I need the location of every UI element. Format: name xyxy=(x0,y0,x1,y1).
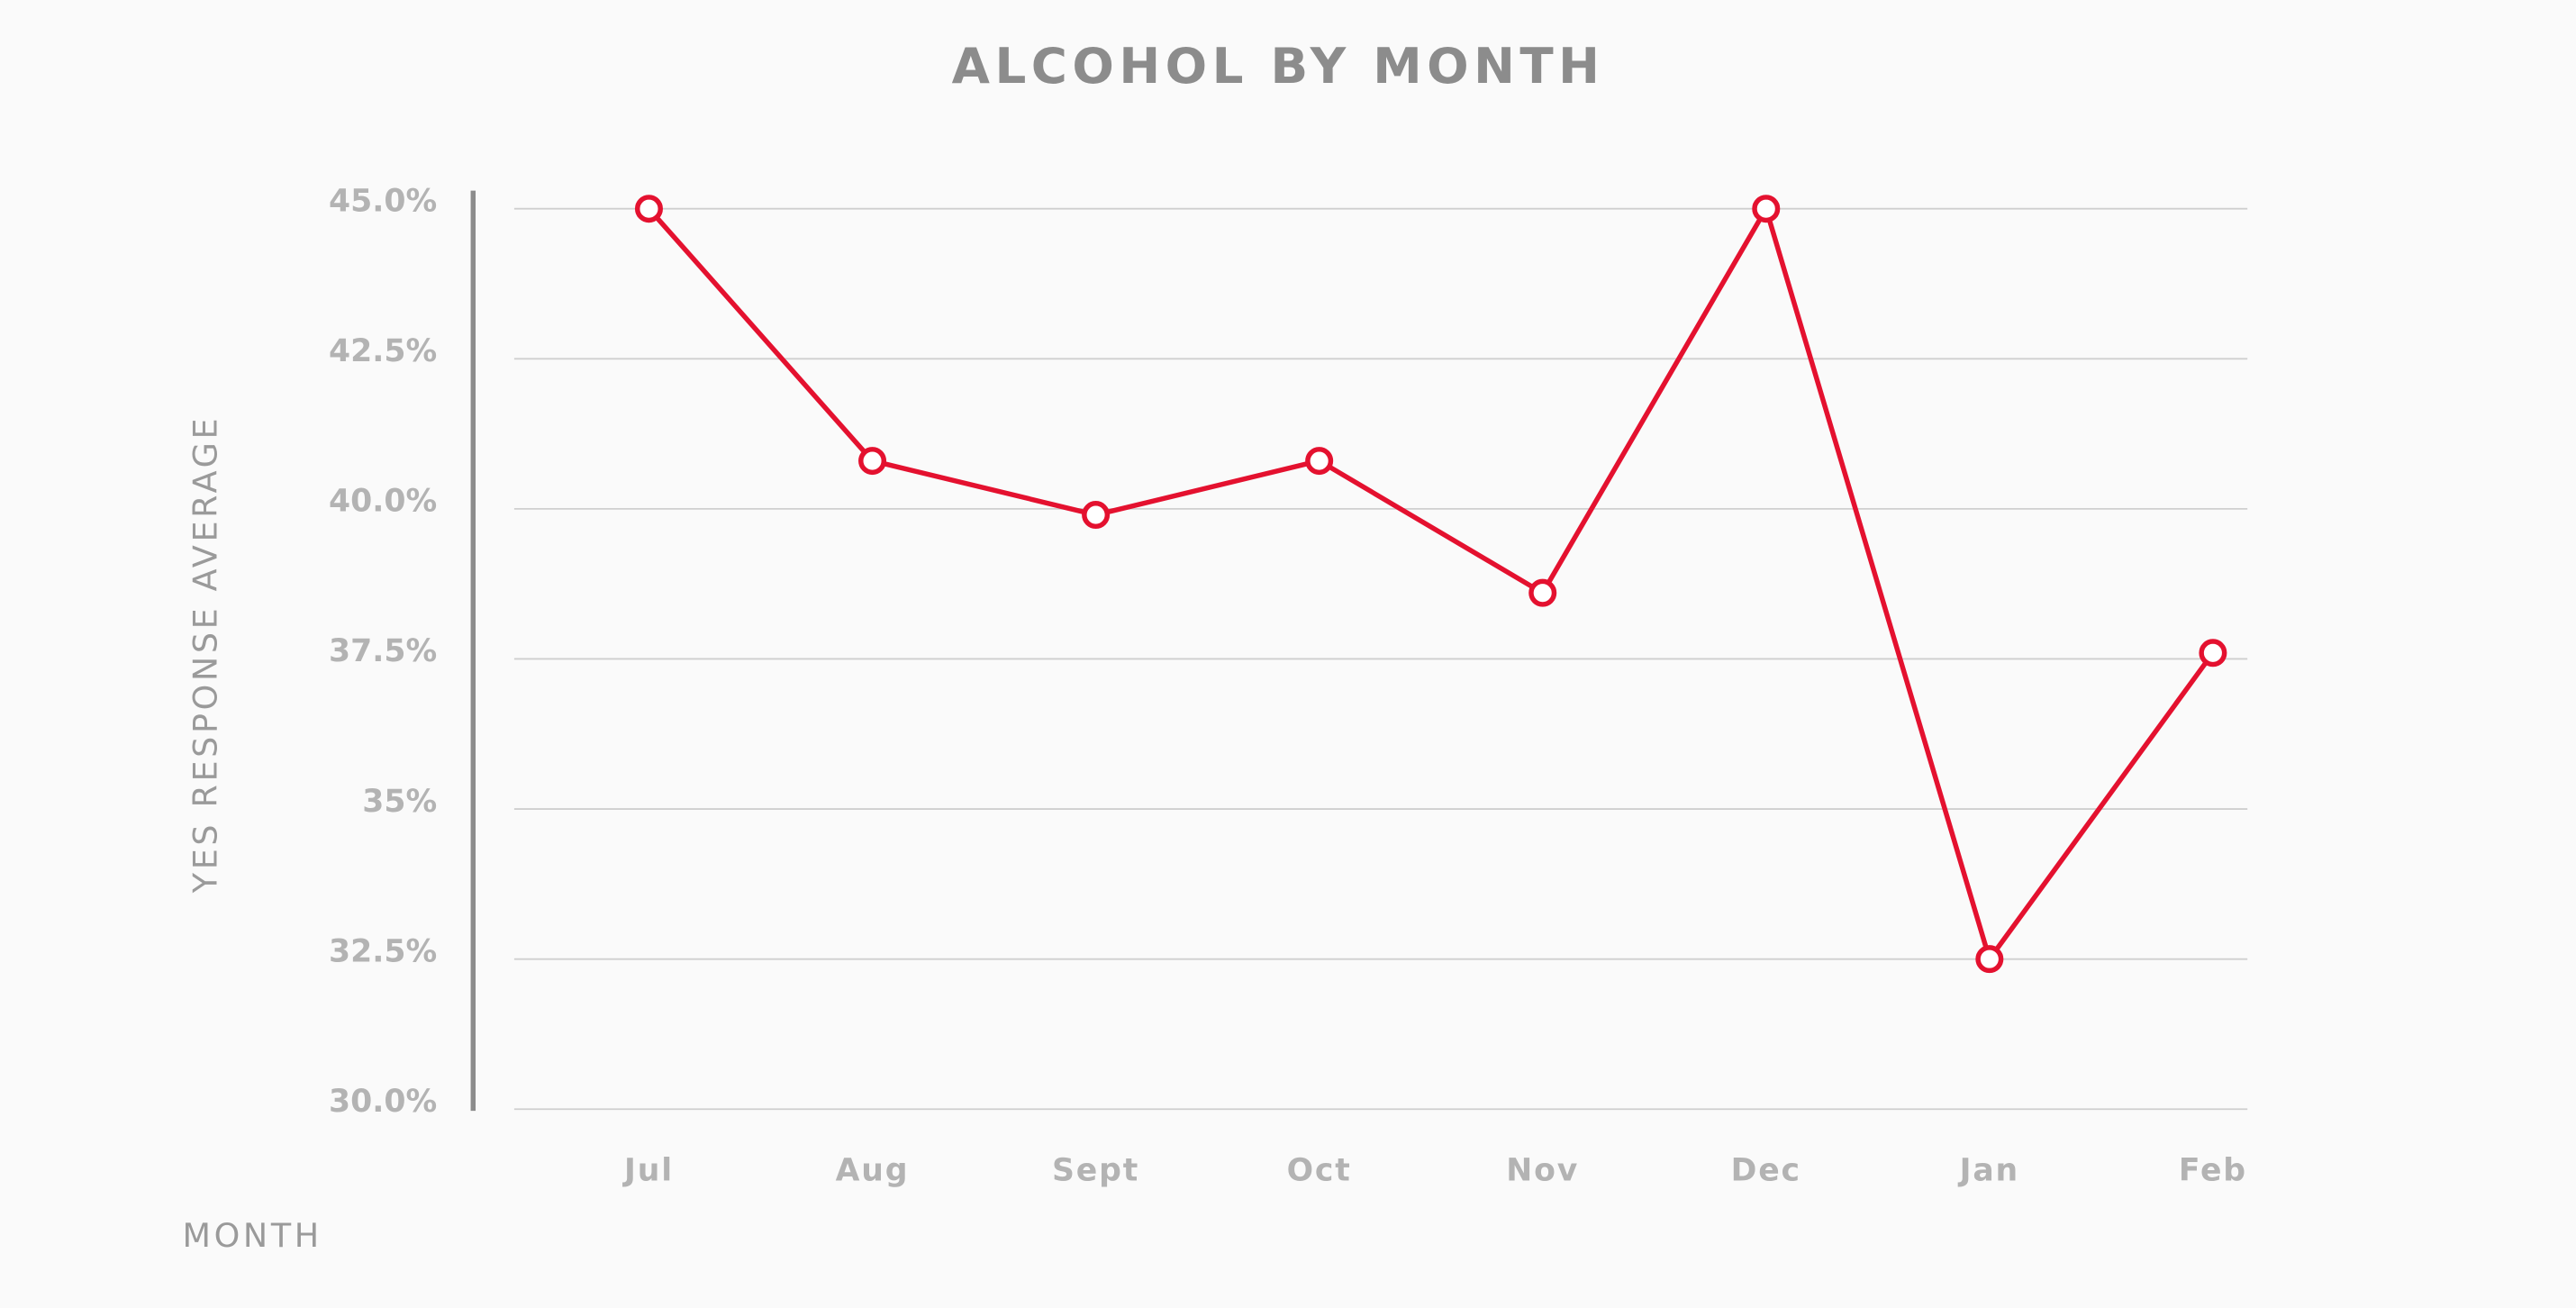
y-tick-label: 40.0% xyxy=(329,484,437,520)
series-line xyxy=(647,205,2216,962)
y-tick-label: 32.5% xyxy=(329,933,437,969)
data-point xyxy=(2199,639,2227,668)
y-tick-label: 42.5% xyxy=(329,333,437,369)
x-tick-label: Dec xyxy=(1731,1153,1801,1189)
y-tick-label: 45.0% xyxy=(329,183,437,219)
x-axis-label: MONTH xyxy=(182,1216,322,1255)
y-tick-label: 30.0% xyxy=(329,1084,437,1120)
data-point xyxy=(1528,578,1557,607)
x-tick-label: Jan xyxy=(1958,1153,2019,1189)
data-point xyxy=(1975,945,2004,974)
x-tick-label: Oct xyxy=(1287,1153,1352,1189)
data-point xyxy=(1752,195,1781,223)
x-tick-label: Sept xyxy=(1052,1153,1139,1189)
data-point xyxy=(1082,501,1111,530)
x-tick-label: Jul xyxy=(622,1153,674,1189)
y-axis-label: YES RESPONSE AVERAGE xyxy=(186,415,224,894)
x-tick-label: Nov xyxy=(1506,1153,1579,1189)
y-tick-label: 37.5% xyxy=(329,633,437,669)
chart-title: ALCOHOL BY MONTH xyxy=(952,37,1605,95)
data-point xyxy=(858,447,887,476)
x-tick-label: Aug xyxy=(836,1153,910,1189)
data-point xyxy=(634,195,663,223)
data-point xyxy=(1305,447,1334,476)
x-tick-label: Feb xyxy=(2179,1153,2247,1189)
y-tick-label: 35% xyxy=(362,784,437,820)
